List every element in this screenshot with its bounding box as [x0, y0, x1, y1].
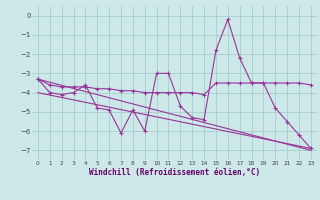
X-axis label: Windchill (Refroidissement éolien,°C): Windchill (Refroidissement éolien,°C)	[89, 168, 260, 177]
